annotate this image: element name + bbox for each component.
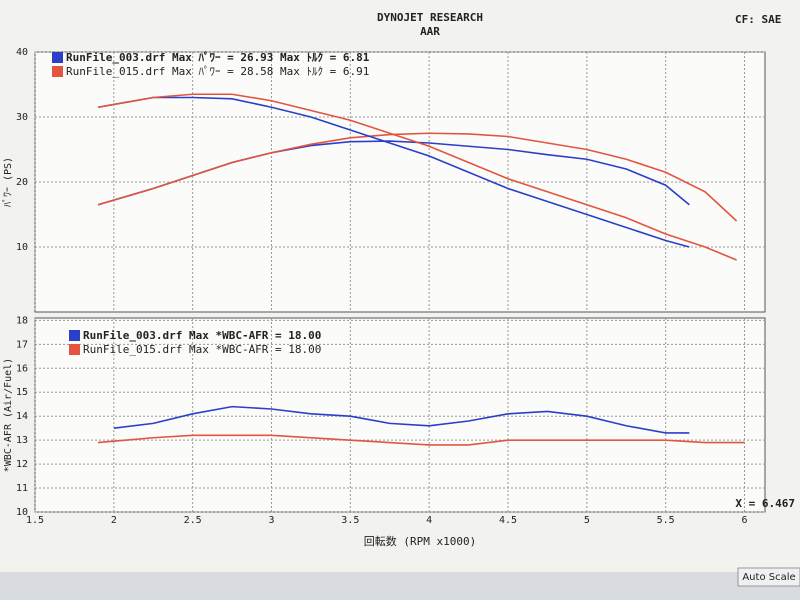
- legend-swatch: [52, 52, 63, 63]
- x-tick-label: 6: [741, 515, 747, 526]
- annotation: X = 6.467: [735, 497, 795, 510]
- x-tick-label: 4: [426, 515, 432, 526]
- y-axis-label: ﾊﾟﾜｰ (PS): [2, 157, 14, 207]
- legend-entry: RunFile_015.drf Max *WBC-AFR = 18.00: [83, 343, 321, 356]
- y-tick-label: 15: [16, 387, 28, 398]
- plot-area: [34, 317, 766, 513]
- legend-swatch: [69, 344, 80, 355]
- y-tick-label: 10: [16, 507, 28, 518]
- x-tick-label: 5: [584, 515, 590, 526]
- x-axis-label: 回転数 (RPM x1000): [364, 535, 476, 548]
- status-bar: [0, 572, 800, 600]
- data-line: [97, 132, 738, 222]
- x-tick-label: 2: [111, 515, 117, 526]
- x-tick-label: 3: [268, 515, 274, 526]
- y-tick-label: 12: [16, 459, 28, 470]
- x-tick-label: 1.5: [26, 515, 44, 526]
- legend-entry: RunFile_015.drf Max ﾊﾟﾜｰ = 28.58 Max ﾄﾙｸ…: [66, 65, 369, 78]
- y-tick-label: 16: [16, 363, 28, 374]
- data-line: [97, 434, 745, 446]
- y-tick-label: 10: [16, 242, 28, 253]
- data-line: [97, 93, 737, 261]
- header-title: DYNOJET RESEARCH: [377, 11, 483, 24]
- header-subtitle: AAR: [420, 25, 440, 38]
- y-tick-label: 18: [16, 315, 28, 326]
- x-tick-label: 3.5: [341, 515, 359, 526]
- x-tick-label: 5.5: [657, 515, 675, 526]
- y-tick-label: 20: [16, 177, 28, 188]
- legend-entry: RunFile_003.drf Max *WBC-AFR = 18.00: [83, 329, 321, 342]
- auto-scale-button[interactable]: [737, 567, 800, 587]
- data-line: [113, 405, 690, 434]
- legend-swatch: [69, 330, 80, 341]
- y-tick-label: 40: [16, 47, 28, 58]
- legend-swatch: [52, 66, 63, 77]
- y-tick-label: 13: [16, 435, 28, 446]
- y-tick-label: 30: [16, 112, 28, 123]
- legend-entry: RunFile_003.drf Max ﾊﾟﾜｰ = 26.93 Max ﾄﾙｸ…: [66, 50, 370, 64]
- header-corner: CF: SAE: [735, 13, 781, 26]
- x-tick-label: 2.5: [184, 515, 202, 526]
- data-line: [97, 96, 690, 248]
- auto-scale-label[interactable]: Auto Scale: [742, 572, 795, 583]
- y-axis-label: *WBC-AFR (Air/Fuel): [3, 358, 14, 472]
- x-tick-label: 4.5: [499, 515, 517, 526]
- y-tick-label: 11: [16, 483, 28, 494]
- y-tick-label: 14: [16, 411, 28, 422]
- y-tick-label: 17: [16, 339, 28, 350]
